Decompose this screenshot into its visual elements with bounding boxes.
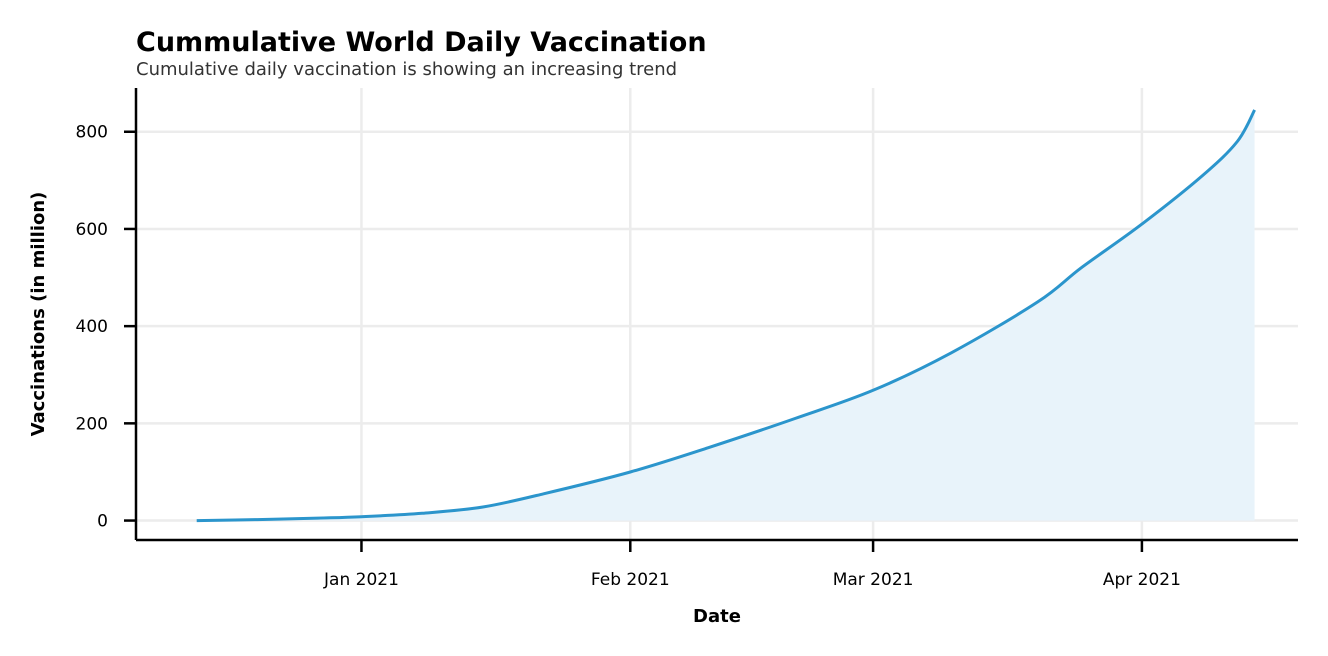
x-axis-label: Date	[693, 606, 741, 627]
y-tick-label: 0	[97, 512, 108, 532]
series-line	[196, 109, 1256, 523]
x-tick-label: Mar 2021	[833, 570, 914, 590]
x-tick-label: Jan 2021	[323, 570, 399, 590]
tick-labels: 0 200 400 600 800 Jan 2021 Feb 2021 Mar 2021 Apr…	[76, 123, 1181, 590]
y-tick-label: 600	[76, 220, 108, 240]
y-tick-label: 800	[76, 123, 108, 143]
x-tick-label: Apr 2021	[1103, 570, 1181, 590]
y-axis-label: Vaccinations (in million)	[28, 192, 49, 437]
axes	[134, 88, 1298, 542]
area-fill	[196, 109, 1255, 521]
chart-title: Cummulative World Daily Vaccination	[136, 27, 707, 58]
chart-subtitle: Cumulative daily vaccination is showing …	[136, 59, 677, 80]
x-tick-label: Feb 2021	[591, 570, 670, 590]
y-tick-label: 400	[76, 317, 108, 337]
y-tick-label: 200	[76, 414, 108, 434]
